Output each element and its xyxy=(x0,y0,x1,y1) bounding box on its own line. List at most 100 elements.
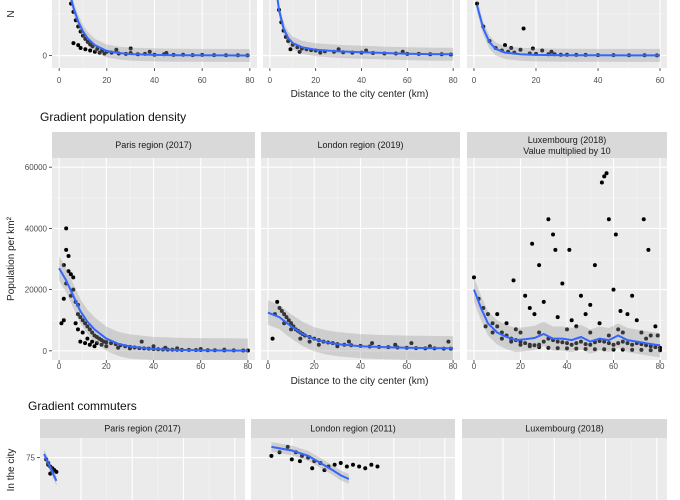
x-tick-label: 0 xyxy=(268,76,273,85)
data-point xyxy=(92,49,97,54)
data-point xyxy=(653,324,658,329)
data-point xyxy=(483,324,488,329)
facet-sublabel: Value multiplied by 10 xyxy=(523,146,610,156)
data-point xyxy=(282,312,287,317)
data-point xyxy=(307,339,312,344)
x-tick-label: 40 xyxy=(563,362,572,371)
x-tick-label: 80 xyxy=(243,362,252,371)
x-tick-label: 80 xyxy=(245,76,254,85)
data-point xyxy=(532,343,537,348)
fit-confidence-band xyxy=(69,0,250,62)
data-point xyxy=(104,344,109,349)
y-tick-label: 0 xyxy=(43,347,48,356)
data-point xyxy=(87,342,92,347)
data-point xyxy=(351,462,355,467)
data-point xyxy=(475,1,480,6)
x-tick-label: 40 xyxy=(356,362,365,371)
x-tick-label: 60 xyxy=(198,76,207,85)
fit-confidence-band xyxy=(267,300,454,360)
x-tick-label: 20 xyxy=(532,76,541,85)
data-point xyxy=(555,346,560,351)
facet-strip xyxy=(261,132,460,158)
data-point xyxy=(80,318,85,323)
data-point xyxy=(541,339,546,344)
x-tick-label: 60 xyxy=(196,362,205,371)
data-point xyxy=(646,247,651,252)
data-point xyxy=(284,315,289,320)
data-point xyxy=(335,344,340,349)
y-axis-title: In the city xyxy=(6,449,17,492)
facet-label: Luxembourg (2018) xyxy=(528,135,607,145)
data-point xyxy=(555,315,560,320)
data-point xyxy=(658,348,663,353)
data-point xyxy=(588,302,593,307)
data-point xyxy=(530,241,535,246)
data-point xyxy=(588,330,593,335)
data-point xyxy=(565,341,569,346)
data-point xyxy=(71,287,76,292)
y-tick-label: 20000 xyxy=(25,286,48,295)
chart-title: Gradient population density xyxy=(40,110,186,124)
x-tick-label: 80 xyxy=(449,362,458,371)
data-point xyxy=(648,333,653,338)
data-point xyxy=(59,321,64,326)
data-point xyxy=(97,50,102,55)
data-point xyxy=(583,312,588,317)
data-point xyxy=(606,341,611,346)
data-point xyxy=(597,321,602,326)
data-point xyxy=(88,48,93,53)
fit-confidence-band xyxy=(271,442,349,484)
data-point xyxy=(574,324,579,329)
data-point xyxy=(393,342,398,347)
data-point xyxy=(509,339,514,344)
data-point xyxy=(90,339,95,344)
data-point xyxy=(592,347,597,352)
data-point xyxy=(128,46,133,51)
data-point xyxy=(578,293,583,298)
data-point xyxy=(288,47,293,52)
x-tick-label: 20 xyxy=(311,76,320,85)
data-point xyxy=(537,345,542,350)
data-point xyxy=(502,43,507,48)
data-point xyxy=(560,281,565,286)
data-point xyxy=(606,333,611,338)
data-point xyxy=(485,312,490,317)
data-point xyxy=(521,26,526,31)
data-point xyxy=(513,327,518,332)
data-point xyxy=(289,327,294,332)
data-point xyxy=(78,46,83,51)
data-point xyxy=(644,336,649,341)
data-point xyxy=(90,44,95,49)
facet-strip xyxy=(467,132,667,158)
data-point xyxy=(289,457,294,462)
data-point xyxy=(471,275,476,280)
data-point xyxy=(279,309,284,314)
facet-label: London region (2019) xyxy=(317,140,403,150)
data-point xyxy=(639,347,644,352)
panel-background xyxy=(40,438,245,500)
data-point xyxy=(618,309,623,314)
data-point xyxy=(375,464,380,469)
data-point xyxy=(114,47,119,52)
x-tick-label: 0 xyxy=(472,362,477,371)
data-point xyxy=(310,466,315,471)
x-tick-label: 40 xyxy=(149,362,158,371)
fit-confidence-band xyxy=(59,256,248,360)
data-point xyxy=(297,459,302,464)
data-point xyxy=(80,330,85,335)
y-axis-title: N xyxy=(6,10,17,17)
data-point xyxy=(499,336,504,341)
data-point xyxy=(446,339,451,344)
data-point xyxy=(565,346,569,351)
data-point xyxy=(574,346,579,351)
data-point xyxy=(541,299,546,304)
data-point xyxy=(75,327,80,332)
data-point xyxy=(527,344,532,349)
data-point xyxy=(270,336,275,341)
data-point xyxy=(560,340,565,345)
fit-line xyxy=(267,311,454,350)
facet-strip xyxy=(52,132,255,158)
data-point xyxy=(90,330,95,335)
x-tick-label: 0 xyxy=(472,76,477,85)
data-point xyxy=(61,263,66,268)
